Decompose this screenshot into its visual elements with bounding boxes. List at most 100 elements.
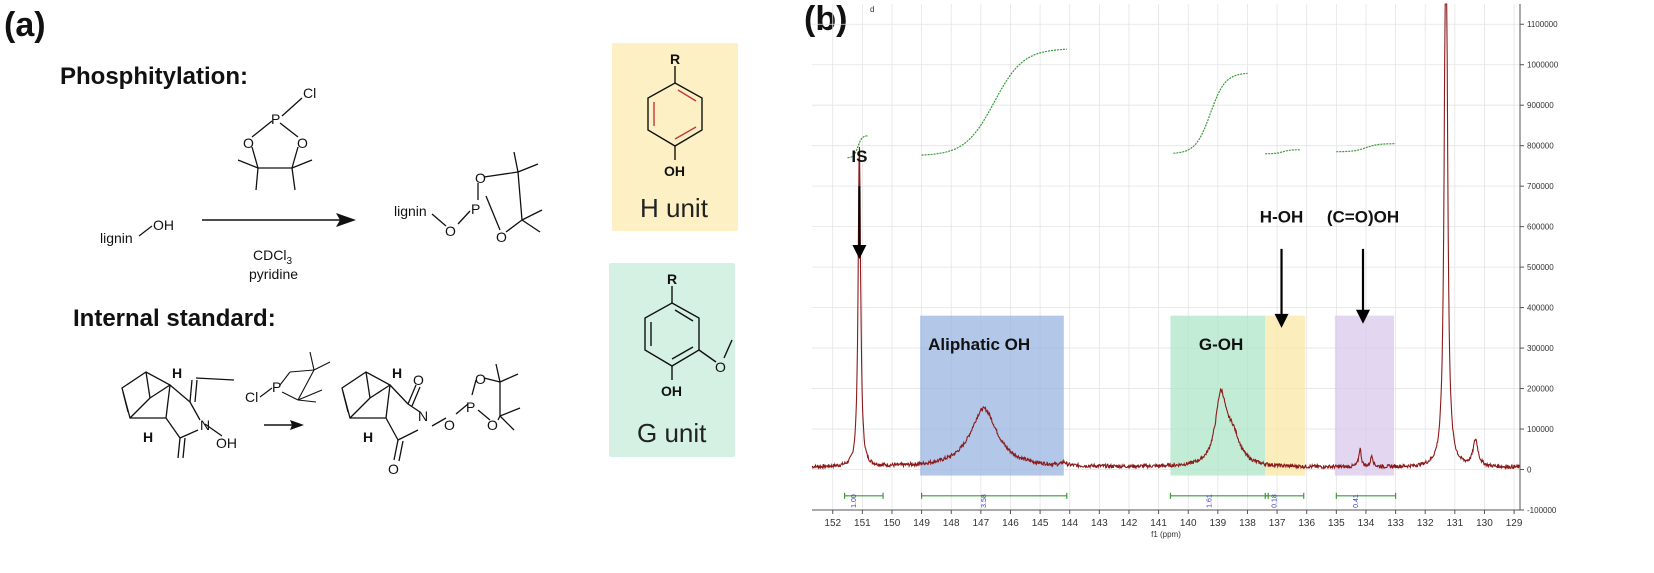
region-label: Aliphatic OH xyxy=(928,335,1030,354)
bond xyxy=(499,407,521,417)
annotations: IS H-OH (C=O)OH xyxy=(851,147,1399,328)
x-tick-label: 129 xyxy=(1506,518,1523,529)
bond xyxy=(517,171,523,221)
g-unit-box: R OH O G unit xyxy=(609,263,735,457)
annotation-label: (C=O)OH xyxy=(1327,208,1399,227)
reagent-p-label: P xyxy=(271,111,280,127)
h-unit-background xyxy=(612,43,738,231)
bond xyxy=(517,163,539,173)
integral-value: 3.58 xyxy=(981,494,988,508)
aromatic-bond xyxy=(674,126,697,140)
x-tick-label: 130 xyxy=(1476,518,1493,529)
bond xyxy=(195,377,235,381)
bond xyxy=(297,399,317,403)
bond xyxy=(457,210,471,225)
aromatic-bond xyxy=(671,346,694,360)
ehndi-reactant xyxy=(121,371,235,459)
bond xyxy=(698,349,717,363)
ehndi-n-label: N xyxy=(200,417,210,433)
x-tick-label: 133 xyxy=(1387,518,1404,529)
x-tick-label: 137 xyxy=(1269,518,1286,529)
bond xyxy=(289,369,315,373)
ehndi-h-lower: H xyxy=(143,429,153,445)
integral-value: 0.41 xyxy=(1353,494,1360,508)
bond xyxy=(259,387,273,398)
h-unit-box: R OH H unit xyxy=(612,43,738,231)
is-product-o-carbonyl-upper: O xyxy=(413,372,424,388)
solvent-subscript: 3 xyxy=(286,256,292,267)
x-tick-label: 149 xyxy=(913,518,930,529)
integral-value: 1.61 xyxy=(1206,494,1213,508)
bond xyxy=(138,225,153,237)
bond xyxy=(369,384,391,399)
x-tick-label: 139 xyxy=(1209,518,1226,529)
reagent-o-label-left: O xyxy=(243,135,254,151)
x-tick-label: 134 xyxy=(1358,518,1375,529)
highlight-region xyxy=(1170,315,1266,476)
highlight-regions: Aliphatic OH G-OH xyxy=(920,315,1395,476)
bond xyxy=(179,429,199,439)
bond xyxy=(499,373,519,383)
bond xyxy=(291,167,296,191)
panel-a-label: (a) xyxy=(4,6,46,44)
g-unit-ring xyxy=(644,286,733,380)
y-tick-label: 1100000 xyxy=(1527,20,1558,29)
integral-ranges: 1.00 3.58 1.61 0.18 0.41 xyxy=(843,492,1397,508)
bond xyxy=(455,403,469,415)
is-product-h-lower: H xyxy=(363,429,373,445)
bond xyxy=(129,397,151,419)
bond xyxy=(497,415,501,421)
product-o-label: O xyxy=(445,223,456,239)
g-unit-r-label: R xyxy=(667,271,677,287)
ehndi-h-upper: H xyxy=(172,365,182,381)
y-tick-label: 1000000 xyxy=(1527,61,1559,70)
bond xyxy=(499,415,515,431)
bond xyxy=(251,120,273,138)
bond xyxy=(291,159,313,169)
h-unit-r-label: R xyxy=(670,51,680,67)
integral-value: 0.18 xyxy=(1271,494,1278,508)
integral-curve xyxy=(921,48,1067,156)
y-tick-label: 500000 xyxy=(1527,263,1554,272)
x-tick-label: 143 xyxy=(1091,518,1108,529)
bond xyxy=(169,384,191,403)
x-tick-label: 150 xyxy=(884,518,901,529)
h-unit-name: H unit xyxy=(640,193,709,223)
bond xyxy=(281,97,303,117)
annotation-arrow-head xyxy=(852,245,867,260)
annotation-arrow-head xyxy=(1274,313,1289,328)
panel-b: (b) d Aliphatic OH G-OH 1.00 3.58 1.61 0.18 0… xyxy=(804,0,1559,539)
is-product-o-ring-lower: O xyxy=(487,417,498,433)
bond xyxy=(297,389,323,401)
x-tick-label: 152 xyxy=(824,518,841,529)
y-tick-label: 600000 xyxy=(1527,223,1554,232)
x-tick-label: 145 xyxy=(1032,518,1049,529)
bond xyxy=(342,391,349,413)
phosphite-product xyxy=(431,151,543,233)
x-tick-label: 148 xyxy=(943,518,960,529)
bond xyxy=(279,122,299,138)
product-o-label-lower: O xyxy=(496,229,507,245)
bond xyxy=(483,377,501,383)
annotation-label: IS xyxy=(851,147,867,166)
bond xyxy=(521,219,541,233)
bond xyxy=(485,195,501,231)
reactant-oh-label: OH xyxy=(153,217,174,233)
reagent-o-label-right: O xyxy=(297,135,308,151)
integral-curve xyxy=(1173,72,1248,154)
small-reagent-p: P xyxy=(272,379,281,395)
bond xyxy=(297,369,315,401)
small-reagent xyxy=(259,351,331,403)
x-tick-label: 151 xyxy=(854,518,871,529)
bond xyxy=(471,379,477,396)
bond xyxy=(431,213,447,227)
x-tick-label: 131 xyxy=(1446,518,1463,529)
g-unit-background xyxy=(609,263,735,457)
panel-a: (a) Phosphitylation: Cl P O O lignin OH xyxy=(4,6,738,477)
bond xyxy=(411,386,421,407)
y-tick-label: 700000 xyxy=(1527,182,1554,191)
integral-curve xyxy=(847,135,869,159)
bond xyxy=(237,159,259,169)
corner-mark: d xyxy=(870,5,874,14)
